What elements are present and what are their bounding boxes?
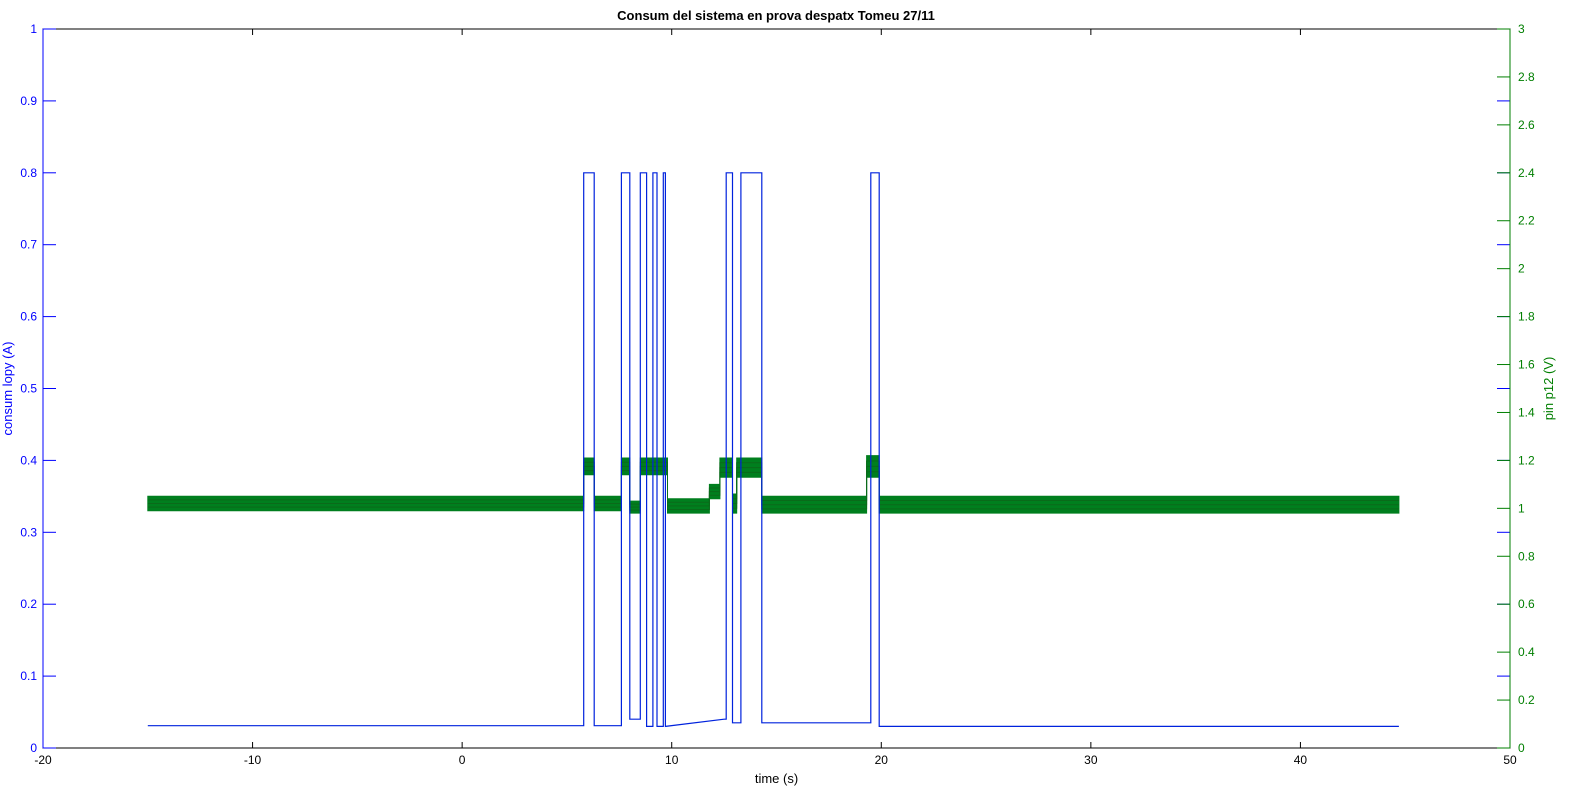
current-line xyxy=(147,172,1399,728)
right-y-tick-label: 1.8 xyxy=(1518,310,1535,324)
x-tick-label: 40 xyxy=(1294,753,1308,767)
right-y-tick-label: 3 xyxy=(1518,22,1525,36)
x-tick-label: -10 xyxy=(244,753,262,767)
x-tick-label: 20 xyxy=(875,753,889,767)
x-axis: -20 -10 0 10 20 30 40 50 xyxy=(34,29,1517,767)
left-y-tick-label: 1 xyxy=(30,22,37,36)
x-tick-label: -20 xyxy=(34,753,52,767)
left-y-tick-label: 0.1 xyxy=(20,669,37,683)
right-y-tick-label: 1.4 xyxy=(1518,405,1535,419)
right-y-tick-label: 2.8 xyxy=(1518,70,1535,84)
left-y-axis-title: consum lopy (A) xyxy=(0,342,15,436)
x-tick-label: 0 xyxy=(459,753,466,767)
right-y-tick-label: 1.2 xyxy=(1518,453,1535,467)
right-y-tick-label: 0 xyxy=(1518,741,1525,755)
right-y-tick-label: 2.4 xyxy=(1518,166,1535,180)
right-y-tick-label: 1.6 xyxy=(1518,358,1535,372)
right-y-tick-label: 2.2 xyxy=(1518,214,1535,228)
left-y-axis: 0 0.1 0.2 0.3 0.4 0.5 0.6 0.7 0.8 0.9 1 xyxy=(20,22,1510,755)
right-y-axis: 0 0.2 0.4 0.6 0.8 1 1.2 1.4 1.6 1.8 2 2.2 2.4 2.6 2.8 3 xyxy=(1497,22,1535,755)
chart-title: Consum del sistema en prova despatx Tome… xyxy=(617,8,935,23)
voltage-line xyxy=(147,460,1399,505)
left-y-tick-label: 0.3 xyxy=(20,525,37,539)
right-y-tick-label: 0.4 xyxy=(1518,645,1535,659)
right-y-tick-label: 1 xyxy=(1518,501,1525,515)
x-tick-label: 10 xyxy=(665,753,679,767)
left-y-tick-label: 0 xyxy=(30,741,37,755)
right-y-axis-title: pin p12 (V) xyxy=(1541,357,1556,421)
current-series xyxy=(147,172,1399,728)
right-y-tick-label: 2 xyxy=(1518,262,1525,276)
plot-frame xyxy=(42,28,1511,749)
x-axis-title: time (s) xyxy=(755,771,798,786)
right-y-tick-label: 0.8 xyxy=(1518,549,1535,563)
right-y-tick-label: 0.2 xyxy=(1518,693,1535,707)
plot-area xyxy=(147,172,1400,728)
left-y-tick-label: 0.4 xyxy=(20,453,37,467)
right-y-tick-label: 0.6 xyxy=(1518,597,1535,611)
left-y-tick-label: 0.5 xyxy=(20,382,37,396)
x-tick-label: 30 xyxy=(1084,753,1098,767)
voltage-series xyxy=(147,455,1400,514)
x-tick-label: 50 xyxy=(1503,753,1517,767)
right-y-tick-label: 2.6 xyxy=(1518,118,1535,132)
left-y-tick-label: 0.9 xyxy=(20,94,37,108)
left-y-tick-label: 0.7 xyxy=(20,238,37,252)
left-y-tick-label: 0.8 xyxy=(20,166,37,180)
left-y-tick-label: 0.2 xyxy=(20,597,37,611)
left-y-tick-label: 0.6 xyxy=(20,310,37,324)
